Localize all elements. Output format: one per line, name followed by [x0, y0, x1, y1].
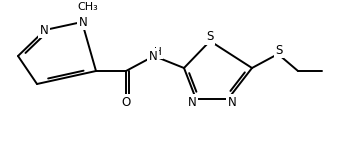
Text: CH₃: CH₃: [78, 2, 98, 12]
Text: S: S: [275, 44, 283, 57]
Text: S: S: [206, 31, 214, 44]
Text: O: O: [121, 95, 131, 108]
Text: N: N: [228, 95, 236, 108]
Text: N: N: [40, 24, 48, 36]
Text: N: N: [79, 15, 87, 28]
Text: N: N: [149, 49, 157, 62]
Text: H: H: [154, 47, 162, 57]
Text: N: N: [188, 95, 196, 108]
